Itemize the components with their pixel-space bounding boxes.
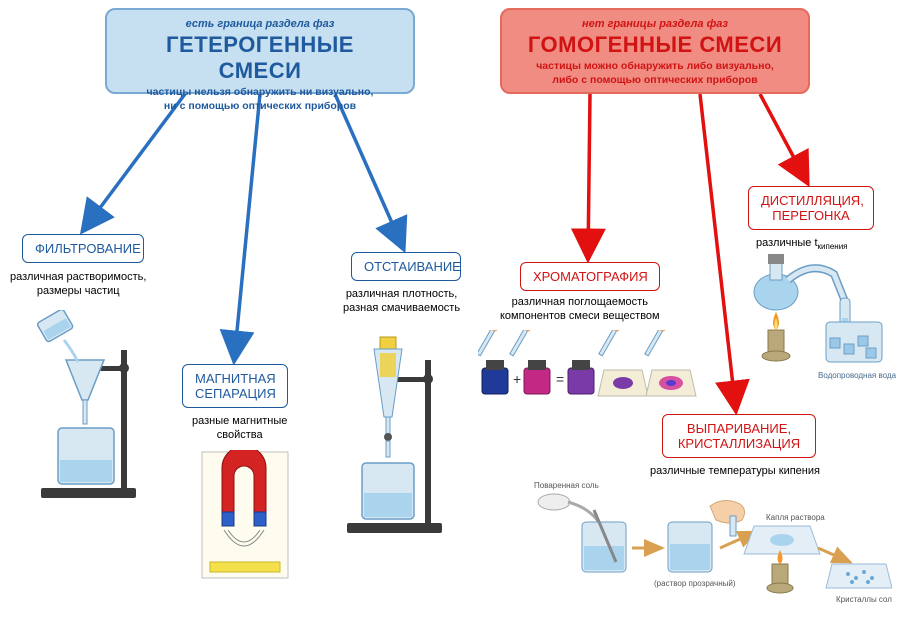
svg-text:+: + — [513, 371, 521, 387]
illustration-filtration — [36, 310, 161, 510]
header-top-note: нет границы раздела фаз — [518, 18, 792, 30]
header-title: ГЕТЕРОГЕННЫЕ СМЕСИ — [123, 32, 397, 84]
svg-text:=: = — [556, 371, 564, 387]
illustration-magnetic-separation — [200, 450, 290, 585]
svg-text:Поваренная соль: Поваренная соль — [534, 482, 599, 490]
method-box: ВЫПАРИВАНИЕ,КРИСТАЛЛИЗАЦИЯ — [662, 414, 816, 458]
illustration-distillation: Водопроводная вода — [740, 252, 900, 392]
header-heterogeneous: есть граница раздела фаз ГЕТЕРОГЕННЫЕ СМ… — [105, 8, 415, 94]
method-description: различные температуры кипения — [650, 464, 820, 478]
method-box: МАГНИТНАЯСЕПАРАЦИЯ — [182, 364, 288, 408]
method-description: разные магнитныесвойства — [192, 414, 287, 443]
svg-text:Кристаллы соли: Кристаллы соли — [836, 595, 892, 604]
method-box: ХРОМАТОГРАФИЯ — [520, 262, 660, 291]
method-box: ДИСТИЛЛЯЦИЯ,ПЕРЕГОНКА — [748, 186, 874, 230]
illustration-evaporation: Поваренная соль (раствор прозрачный) Кап… — [532, 482, 892, 622]
method-description: различные tкипения — [756, 236, 848, 253]
method-description: различная растворимость,размеры частиц — [10, 270, 146, 299]
header-sub: частицы нельзя обнаружить ни визуально,н… — [123, 86, 397, 113]
header-top-note: есть граница раздела фаз — [123, 18, 397, 30]
method-box: ФИЛЬТРОВАНИЕ — [22, 234, 144, 263]
illustration-settling — [342, 325, 452, 545]
method-box: ОТСТАИВАНИЕ — [351, 252, 461, 281]
header-title: ГОМОГЕННЫЕ СМЕСИ — [518, 32, 792, 58]
svg-text:Водопроводная вода: Водопроводная вода — [818, 371, 897, 380]
header-homogeneous: нет границы раздела фаз ГОМОГЕННЫЕ СМЕСИ… — [500, 8, 810, 94]
header-sub: частицы можно обнаружить либо визуально,… — [518, 60, 792, 87]
svg-text:Капля раствора: Капля раствора — [766, 513, 825, 522]
method-description: различная поглощаемостькомпонентов смеси… — [500, 295, 660, 324]
illustration-chromatography: + = — [478, 330, 698, 415]
svg-text:(раствор прозрачный): (раствор прозрачный) — [654, 579, 736, 588]
method-description: различная плотность,разная смачиваемость — [343, 287, 460, 316]
